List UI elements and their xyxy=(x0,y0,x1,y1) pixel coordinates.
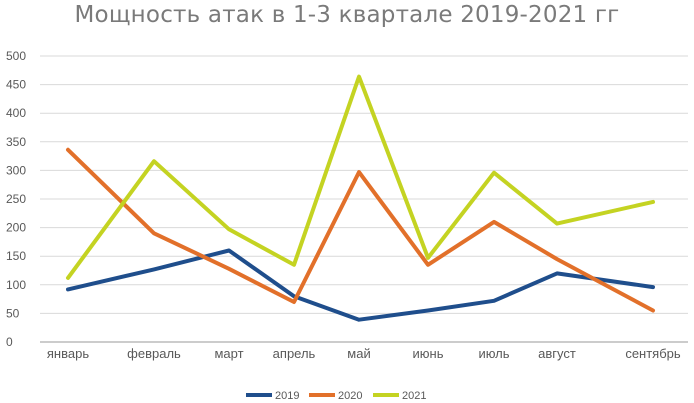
x-tick-label: январь xyxy=(47,346,89,361)
y-tick-label: 100 xyxy=(6,278,26,292)
y-tick-label: 450 xyxy=(6,78,26,92)
legend: 2019 2020 2021 xyxy=(246,390,426,402)
x-tick-label: август xyxy=(538,346,576,361)
chart-title: Мощность атак в 1-3 квартале 2019-2021 г… xyxy=(74,2,620,28)
x-tick-label: июнь xyxy=(413,346,444,361)
legend-label: 2020 xyxy=(338,390,362,402)
legend-label: 2019 xyxy=(275,390,299,402)
y-tick-label: 500 xyxy=(6,49,26,63)
x-tick-label: июль xyxy=(478,346,509,361)
x-tick-label: сентябрь xyxy=(625,346,681,361)
y-tick-label: 250 xyxy=(6,192,26,206)
series-line-2019 xyxy=(66,248,655,322)
y-tick-label: 50 xyxy=(6,306,20,320)
y-tick-label: 200 xyxy=(6,221,26,235)
y-tick-label: 350 xyxy=(6,135,26,149)
x-tick-label: май xyxy=(347,346,370,361)
x-tick-label: апрель xyxy=(273,346,316,361)
series-line-2021 xyxy=(66,74,655,280)
y-tick-label: 0 xyxy=(6,335,13,349)
x-tick-label: март xyxy=(214,346,243,361)
y-tick-label: 400 xyxy=(6,106,26,120)
x-tick-label: февраль xyxy=(127,346,181,361)
series-lines xyxy=(66,74,655,322)
series-line-2020 xyxy=(66,147,655,313)
y-tick-label: 150 xyxy=(6,249,26,263)
legend-label: 2021 xyxy=(402,390,426,402)
x-axis-labels: январь февраль март апрель май июнь июль август… xyxy=(47,346,681,361)
y-tick-label: 300 xyxy=(6,163,26,177)
y-axis-ticks: 0 50 100 150 200 250 300 350 400 450 500 xyxy=(6,49,26,349)
grid-lines xyxy=(40,55,688,343)
